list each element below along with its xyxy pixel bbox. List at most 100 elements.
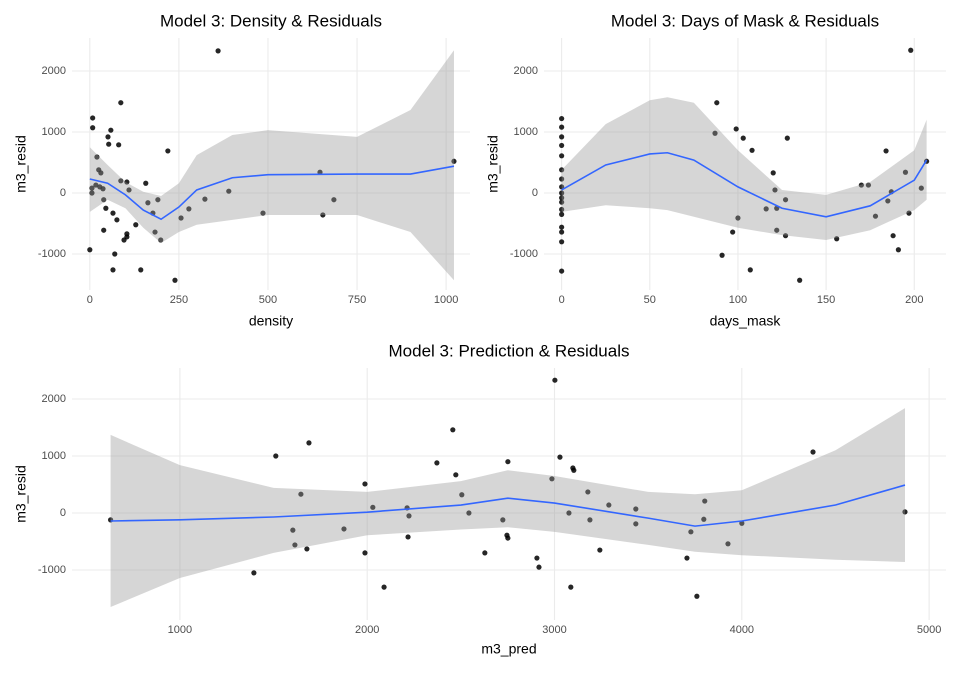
point xyxy=(774,227,780,233)
x-axis-label: density xyxy=(249,313,293,329)
chart-title: Model 3: Prediction & Residuals xyxy=(389,341,630,360)
panel: 0 50 100 150 200 -1000 0 1000 2000 Model 3: Days … xyxy=(485,11,946,329)
point xyxy=(782,233,789,239)
point xyxy=(101,197,107,203)
point xyxy=(684,555,690,561)
point xyxy=(559,124,565,130)
point xyxy=(688,529,694,535)
point xyxy=(103,205,109,211)
point xyxy=(559,190,565,196)
point xyxy=(482,550,488,556)
y-axis-label: m3_resid xyxy=(13,135,29,193)
point xyxy=(105,134,111,140)
point xyxy=(260,210,266,216)
x-tick-label: 0 xyxy=(87,294,93,306)
y-tick-label: 1000 xyxy=(514,126,538,138)
point xyxy=(883,148,889,154)
point xyxy=(90,125,96,131)
point xyxy=(559,199,565,205)
point xyxy=(559,224,565,230)
confidence-band xyxy=(89,50,454,281)
point xyxy=(810,449,816,455)
point xyxy=(101,227,107,233)
point xyxy=(559,239,565,245)
x-axis-label: m3_pred xyxy=(481,641,536,657)
point xyxy=(902,509,908,515)
y-axis-label: m3_resid xyxy=(485,135,501,193)
point xyxy=(110,210,116,216)
point xyxy=(858,182,864,188)
point xyxy=(178,215,184,221)
point xyxy=(908,47,914,53)
point xyxy=(559,268,565,274)
panel: 1000 2000 3000 4000 5000 -1000 0 1000 2000 Model … xyxy=(13,341,946,657)
point xyxy=(725,541,731,547)
point xyxy=(331,197,337,203)
point xyxy=(890,233,896,239)
point xyxy=(226,188,232,194)
point xyxy=(466,510,472,516)
point xyxy=(549,476,555,482)
point xyxy=(784,135,790,141)
point xyxy=(559,167,565,173)
y-tick-label: -1000 xyxy=(38,248,66,260)
y-tick-label: 2000 xyxy=(42,393,66,405)
point xyxy=(597,547,603,553)
point xyxy=(116,142,122,148)
x-tick-label: 200 xyxy=(905,294,923,306)
x-tick-label: 2000 xyxy=(355,624,379,636)
point xyxy=(152,229,158,235)
point xyxy=(124,179,130,185)
point xyxy=(559,134,565,140)
point xyxy=(714,100,720,106)
point xyxy=(298,491,304,497)
point xyxy=(733,126,739,132)
point xyxy=(906,210,912,216)
point xyxy=(694,593,700,599)
x-tick-label: 150 xyxy=(817,294,835,306)
smooth-line xyxy=(110,484,906,527)
point xyxy=(451,158,457,164)
point xyxy=(633,506,639,512)
point xyxy=(459,492,465,498)
x-tick-label: 500 xyxy=(259,294,277,306)
x-tick-label: 750 xyxy=(348,294,366,306)
point xyxy=(251,570,257,576)
point xyxy=(633,521,639,527)
y-tick-label: 0 xyxy=(60,187,66,199)
point xyxy=(126,187,132,193)
smooth-line xyxy=(561,151,928,218)
point xyxy=(341,526,347,532)
point xyxy=(172,277,178,283)
point xyxy=(94,154,100,160)
point xyxy=(106,141,112,147)
point xyxy=(834,236,840,242)
point xyxy=(712,130,718,136)
y-axis-label: m3_resid xyxy=(13,465,29,523)
point xyxy=(763,206,769,212)
point xyxy=(306,440,312,446)
y-tick-label: 1000 xyxy=(42,126,66,138)
point xyxy=(552,377,558,383)
point xyxy=(559,176,565,182)
point xyxy=(865,182,872,188)
point xyxy=(100,186,106,192)
point xyxy=(902,169,909,175)
x-tick-label: 3000 xyxy=(542,624,566,636)
point xyxy=(145,200,151,206)
y-tick-label: -1000 xyxy=(510,248,538,260)
y-tick-label: 1000 xyxy=(42,450,66,462)
point xyxy=(559,211,565,217)
point xyxy=(872,213,879,219)
point xyxy=(98,170,104,176)
smooth-line xyxy=(89,165,455,221)
point xyxy=(536,564,542,570)
point xyxy=(133,222,139,228)
point xyxy=(292,542,298,548)
chart-title: Model 3: Days of Mask & Residuals xyxy=(611,11,879,30)
point xyxy=(434,460,440,466)
point xyxy=(559,184,565,190)
point xyxy=(108,127,114,133)
